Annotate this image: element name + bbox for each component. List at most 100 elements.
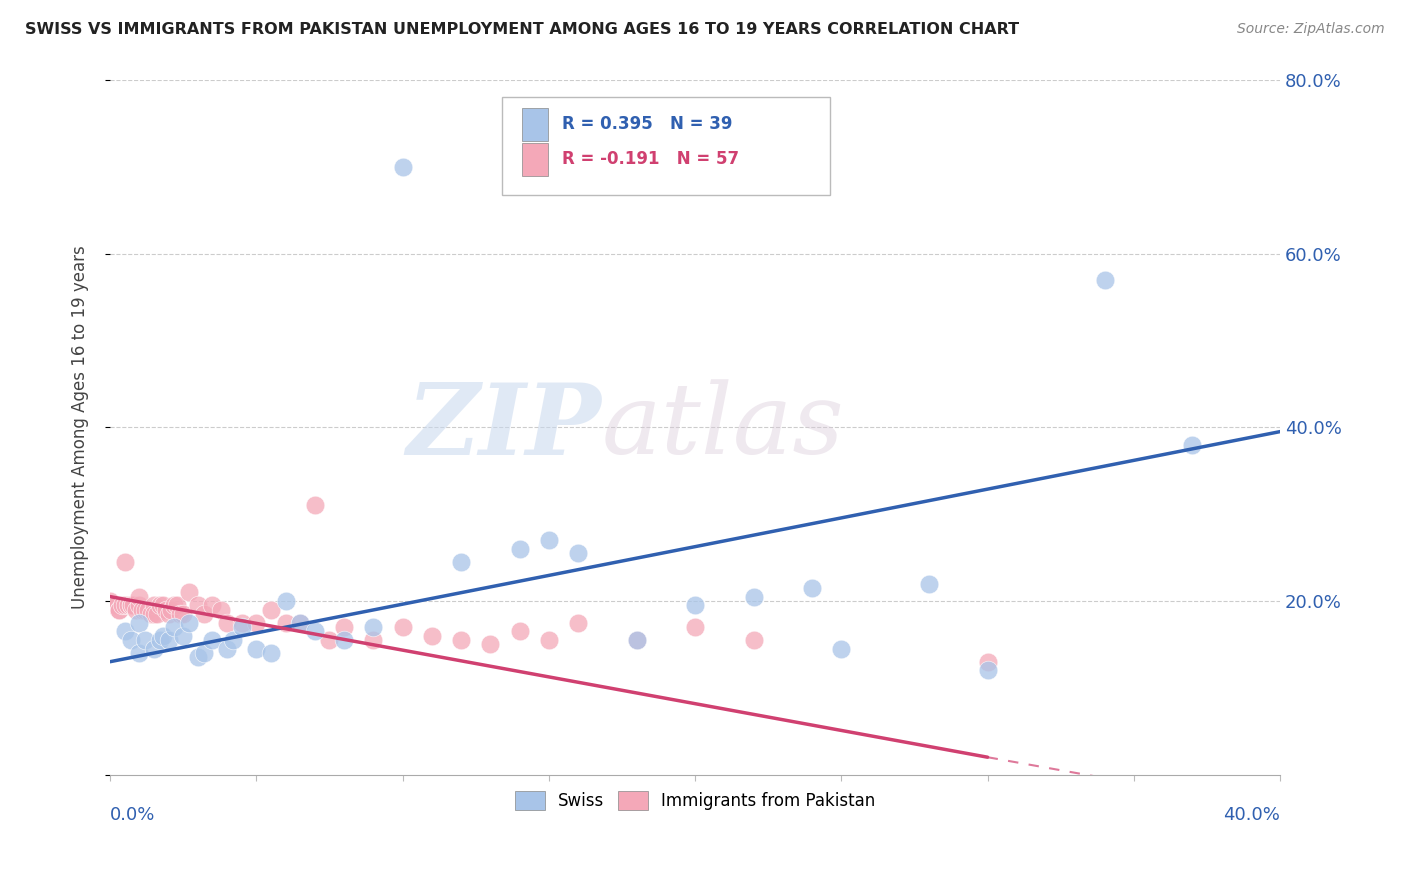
Point xyxy=(391,160,413,174)
Point xyxy=(134,602,156,616)
FancyBboxPatch shape xyxy=(502,97,830,194)
Text: Source: ZipAtlas.com: Source: ZipAtlas.com xyxy=(1237,22,1385,37)
Point xyxy=(260,602,283,616)
Point xyxy=(537,533,560,548)
Point xyxy=(201,632,224,647)
Point xyxy=(304,499,326,513)
Point xyxy=(172,607,194,621)
Point xyxy=(128,590,150,604)
Point xyxy=(104,599,127,613)
Point xyxy=(111,599,134,613)
Point xyxy=(742,632,765,647)
Text: atlas: atlas xyxy=(602,380,844,475)
Point xyxy=(128,646,150,660)
Point xyxy=(146,607,169,621)
Point xyxy=(128,615,150,630)
Point xyxy=(142,599,165,613)
Text: ZIP: ZIP xyxy=(406,379,602,475)
Point xyxy=(160,602,183,616)
Point xyxy=(918,576,941,591)
Point xyxy=(626,632,648,647)
Point xyxy=(209,602,232,616)
Point xyxy=(683,599,706,613)
Point xyxy=(177,615,200,630)
Point xyxy=(125,602,148,616)
Point xyxy=(131,602,153,616)
Point xyxy=(117,599,139,613)
Legend: Swiss, Immigrants from Pakistan: Swiss, Immigrants from Pakistan xyxy=(510,786,880,815)
Point xyxy=(1181,437,1204,451)
Point xyxy=(567,615,589,630)
Point xyxy=(114,599,136,613)
Point xyxy=(290,615,312,630)
Point xyxy=(169,607,191,621)
Point xyxy=(626,632,648,647)
Point xyxy=(391,620,413,634)
Point xyxy=(333,620,356,634)
Point xyxy=(231,620,253,634)
Point xyxy=(363,620,385,634)
Text: SWISS VS IMMIGRANTS FROM PAKISTAN UNEMPLOYMENT AMONG AGES 16 TO 19 YEARS CORRELA: SWISS VS IMMIGRANTS FROM PAKISTAN UNEMPL… xyxy=(25,22,1019,37)
Point xyxy=(193,607,215,621)
Point xyxy=(509,624,531,639)
Point xyxy=(333,632,356,647)
Point xyxy=(134,632,156,647)
Point xyxy=(1094,273,1116,287)
Point xyxy=(274,594,297,608)
Point xyxy=(142,641,165,656)
Point xyxy=(136,602,159,616)
Point xyxy=(163,599,186,613)
Point xyxy=(420,629,443,643)
Point xyxy=(363,632,385,647)
Point xyxy=(172,629,194,643)
Point xyxy=(166,599,188,613)
Point xyxy=(120,632,142,647)
Point xyxy=(801,581,824,595)
Point xyxy=(120,599,142,613)
Point xyxy=(142,607,165,621)
Point xyxy=(98,594,121,608)
Point xyxy=(120,599,142,613)
Point xyxy=(157,632,180,647)
Point xyxy=(509,541,531,556)
Point xyxy=(245,615,267,630)
Point xyxy=(260,646,283,660)
Point xyxy=(128,599,150,613)
Point xyxy=(108,602,131,616)
Point xyxy=(139,607,162,621)
Point xyxy=(108,602,131,616)
Point xyxy=(101,599,124,613)
Point xyxy=(114,624,136,639)
Point xyxy=(479,637,502,651)
FancyBboxPatch shape xyxy=(522,109,548,141)
Point xyxy=(567,546,589,560)
Point xyxy=(217,615,239,630)
Point xyxy=(217,641,239,656)
Point xyxy=(187,599,209,613)
Point xyxy=(245,641,267,656)
Point xyxy=(274,615,297,630)
Point xyxy=(231,615,253,630)
FancyBboxPatch shape xyxy=(522,144,548,176)
Point xyxy=(163,620,186,634)
Point xyxy=(318,632,340,647)
Point xyxy=(155,602,177,616)
Point xyxy=(187,650,209,665)
Point xyxy=(201,599,224,613)
Point xyxy=(149,632,172,647)
Point xyxy=(450,632,472,647)
Point xyxy=(222,632,245,647)
Point xyxy=(450,555,472,569)
Point xyxy=(290,615,312,630)
Text: 0.0%: 0.0% xyxy=(110,805,156,824)
Text: R = 0.395   N = 39: R = 0.395 N = 39 xyxy=(561,115,733,134)
Point xyxy=(122,599,145,613)
Point xyxy=(683,620,706,634)
Point xyxy=(157,607,180,621)
Point xyxy=(193,646,215,660)
Point xyxy=(742,590,765,604)
Point xyxy=(177,585,200,599)
Point xyxy=(976,655,998,669)
Point xyxy=(830,641,852,656)
Point xyxy=(114,555,136,569)
